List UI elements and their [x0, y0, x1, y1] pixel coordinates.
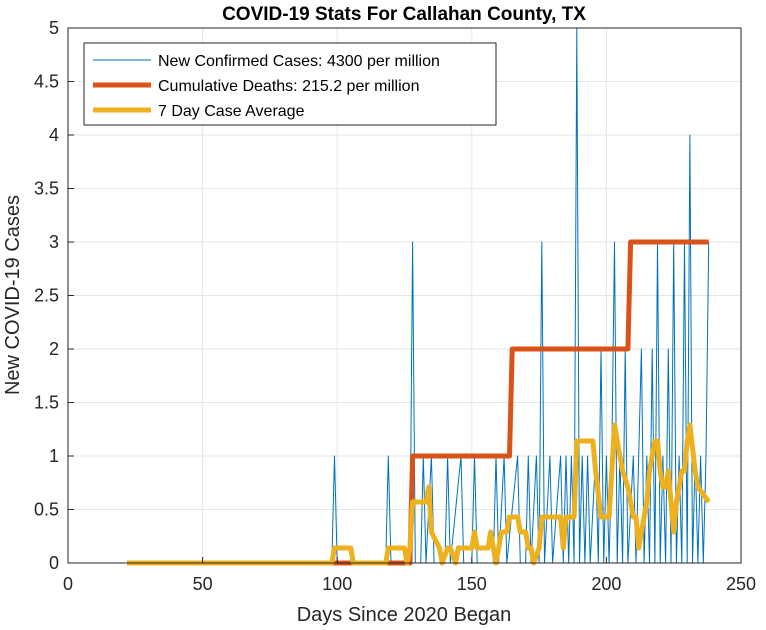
y-tick-label: 5 — [49, 18, 59, 38]
y-tick-label: 1.5 — [34, 393, 59, 413]
y-tick-label: 3.5 — [34, 179, 59, 199]
legend-label-7day: 7 Day Case Average — [158, 103, 305, 120]
x-axis-label: Days Since 2020 Began — [297, 604, 512, 626]
axis-ticks: 0 50 100 150 200 250 0 0.5 1 1.5 2 2.5 3 3.5 4 4.5 5 — [34, 18, 756, 594]
legend-box — [83, 42, 497, 126]
series-line-7day-average — [127, 422, 711, 566]
y-tick-label: 2.5 — [34, 286, 59, 306]
x-tick-label: 150 — [457, 574, 487, 594]
x-tick-label: 200 — [591, 574, 621, 594]
x-tick-label: 50 — [193, 574, 213, 594]
x-tick-label: 0 — [63, 574, 73, 594]
series-lines — [127, 27, 711, 566]
x-tick-label: 250 — [726, 574, 756, 594]
legend: New Confirmed Cases: 4300 per million Cu… — [83, 42, 497, 126]
y-tick-label: 2 — [49, 339, 59, 359]
y-tick-label: 0 — [49, 553, 59, 573]
y-tick-label: 3 — [49, 232, 59, 252]
legend-label-new-cases: New Confirmed Cases: 4300 per million — [158, 53, 440, 70]
x-tick-label: 100 — [322, 574, 352, 594]
y-tick-label: 4 — [49, 125, 59, 145]
chart-title: COVID-19 Stats For Callahan County, TX — [222, 4, 586, 25]
series-line-new-cases — [127, 27, 710, 564]
y-tick-label: 4.5 — [34, 72, 59, 92]
y-tick-label: 0.5 — [34, 500, 59, 520]
y-axis-label: New COVID-19 Cases — [2, 195, 24, 395]
legend-label-deaths: Cumulative Deaths: 215.2 per million — [158, 78, 419, 95]
y-tick-label: 1 — [49, 446, 59, 466]
